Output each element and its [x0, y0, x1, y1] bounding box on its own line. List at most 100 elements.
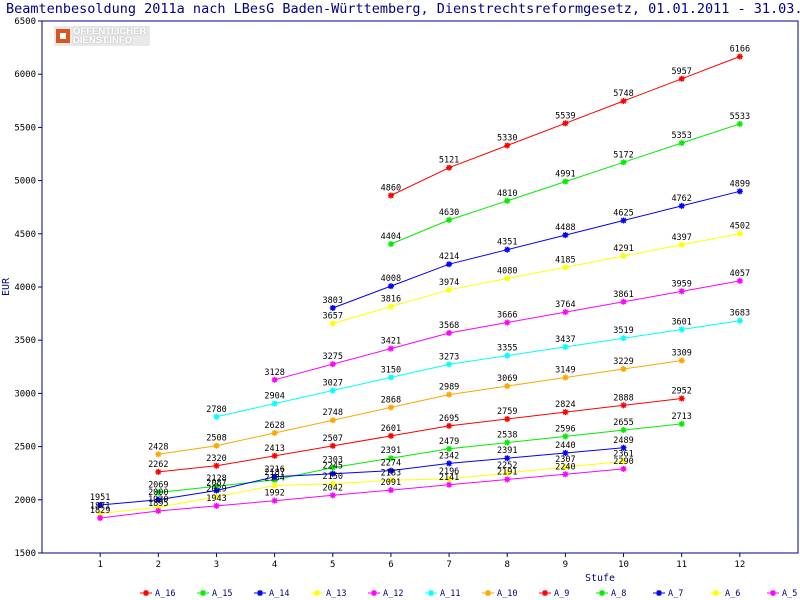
- data-label: 2262: [148, 460, 168, 470]
- data-label: 3128: [264, 368, 284, 378]
- x-tick-label: 12: [734, 560, 745, 570]
- legend-marker: [770, 590, 776, 596]
- series-A_9: [155, 395, 685, 475]
- data-label: 5330: [497, 133, 517, 143]
- legend-marker: [485, 590, 491, 596]
- legend-item: A_12: [368, 589, 403, 599]
- data-label: 2252: [497, 461, 517, 471]
- legend-item: A_15: [197, 589, 232, 599]
- series-line: [158, 360, 682, 455]
- data-point: [562, 264, 569, 271]
- legend-label: A_15: [212, 589, 232, 599]
- legend-label: A_6: [725, 589, 740, 599]
- legend-label: A_5: [782, 589, 797, 599]
- data-point: [329, 387, 336, 394]
- data-label: 2216: [264, 465, 284, 475]
- data-point: [562, 409, 569, 416]
- series-A_5: [97, 465, 627, 521]
- data-point: [620, 444, 627, 451]
- data-label: 3657: [323, 311, 343, 321]
- data-label: 1930: [148, 495, 168, 505]
- legend-marker: [428, 590, 434, 596]
- data-label: 2361: [613, 449, 633, 459]
- series-A_12: [271, 277, 743, 383]
- y-tick-label: 4000: [14, 283, 36, 293]
- data-point: [271, 452, 278, 459]
- data-point: [155, 504, 162, 511]
- x-tick-label: 11: [676, 560, 687, 570]
- data-point: [562, 471, 569, 478]
- data-label: 2391: [497, 446, 517, 456]
- data-label: 3683: [730, 309, 750, 319]
- x-tick-label: 3: [214, 560, 219, 570]
- data-point: [678, 326, 685, 333]
- data-label: 4810: [497, 189, 517, 199]
- logo-mark-icon: [56, 29, 70, 43]
- series-line: [332, 190, 740, 309]
- logo-line-2: DIENST.INFO: [73, 35, 133, 46]
- data-label: 2428: [148, 442, 168, 452]
- data-label: 2274: [381, 459, 401, 469]
- data-point: [446, 391, 453, 398]
- x-tick-label: 7: [446, 560, 451, 570]
- data-point: [329, 492, 336, 499]
- series-A_14: [329, 188, 743, 311]
- data-label: 2713: [671, 412, 691, 422]
- data-label: 3764: [555, 300, 575, 310]
- data-point: [504, 439, 511, 446]
- data-point: [213, 493, 220, 500]
- data-point: [736, 317, 743, 324]
- series-line: [332, 233, 740, 324]
- data-label: 3273: [439, 352, 459, 362]
- legend-label: A_9: [554, 589, 569, 599]
- data-point: [97, 502, 104, 509]
- data-point: [562, 464, 569, 471]
- data-point: [329, 442, 336, 449]
- y-tick-label: 6000: [14, 70, 36, 80]
- x-tick-label: 8: [505, 560, 510, 570]
- data-point: [97, 514, 104, 521]
- data-point: [387, 467, 394, 474]
- data-point: [620, 298, 627, 305]
- data-label: 3519: [613, 326, 633, 336]
- data-point: [562, 433, 569, 440]
- data-point: [271, 429, 278, 436]
- data-label: 2187: [264, 468, 284, 478]
- data-label: 2695: [439, 414, 459, 424]
- data-point: [387, 487, 394, 494]
- series-A_8: [155, 420, 685, 496]
- data-point: [562, 309, 569, 316]
- data-point: [329, 304, 336, 311]
- data-point: [562, 178, 569, 185]
- data-label: 3601: [671, 317, 691, 327]
- data-label: 2245: [323, 462, 343, 472]
- data-label: 3069: [497, 374, 517, 384]
- data-label: 2601: [381, 424, 401, 434]
- data-point: [213, 487, 220, 494]
- legend-item: A_13: [311, 589, 346, 599]
- data-point: [446, 216, 453, 223]
- data-label: 2479: [439, 437, 459, 447]
- series-line: [100, 468, 624, 519]
- data-point: [678, 75, 685, 82]
- data-point: [620, 458, 627, 465]
- y-tick-label: 3500: [14, 336, 36, 346]
- legend-label: A_16: [155, 589, 175, 599]
- data-point: [504, 416, 511, 423]
- data-point: [446, 286, 453, 293]
- data-point: [387, 283, 394, 290]
- legend-marker: [656, 590, 662, 596]
- data-point: [271, 497, 278, 504]
- data-label: 3149: [555, 366, 575, 376]
- data-point: [678, 395, 685, 402]
- data-point: [155, 451, 162, 458]
- y-tick-label: 1500: [14, 549, 36, 559]
- y-axis-title: EUR: [1, 277, 12, 296]
- data-point: [620, 427, 627, 434]
- data-label: 3275: [323, 352, 343, 362]
- legend-label: A_14: [269, 589, 289, 599]
- data-point: [329, 480, 336, 487]
- chart-title: Beamtenbesoldung 2011a nach LBesG Baden-…: [6, 1, 800, 17]
- data-point: [271, 476, 278, 483]
